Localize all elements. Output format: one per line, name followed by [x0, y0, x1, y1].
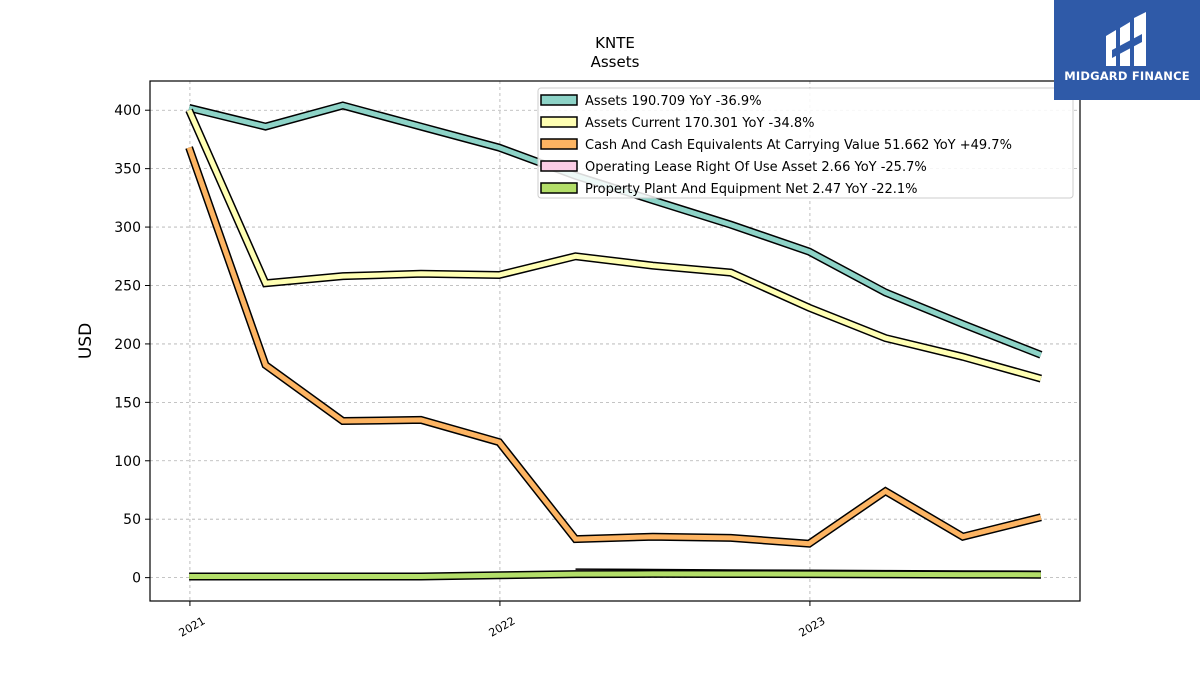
y-tick-label: 400 — [114, 103, 141, 119]
y-tick-label: 50 — [123, 512, 141, 528]
y-axis-label: USD — [76, 323, 96, 359]
legend-swatch — [540, 94, 578, 106]
y-tick-label: 300 — [114, 220, 141, 236]
x-tick-label: 2023 — [797, 614, 828, 639]
y-tick-label: 350 — [114, 162, 141, 178]
x-tick-label: 2022 — [487, 614, 518, 639]
y-tick-label: 200 — [114, 337, 141, 353]
y-axis: 0 50 100 150 200 250 300 350 400 — [114, 103, 150, 587]
series-lines — [185, 101, 1043, 581]
x-tick-label: 2021 — [177, 614, 208, 639]
legend-swatch — [540, 182, 578, 194]
x-axis: 2021 2022 2023 — [177, 601, 828, 640]
midgard-logo-icon — [1106, 12, 1146, 66]
legend-label: Operating Lease Right Of Use Asset 2.66 … — [585, 160, 927, 175]
plot-frame — [149, 80, 1081, 602]
brand-name: MIDGARD FINANCE — [1064, 69, 1190, 83]
y-tick-label: 250 — [114, 278, 141, 294]
legend-swatch — [540, 116, 578, 128]
legend-label: Assets Current 170.301 YoY -34.8% — [585, 116, 815, 131]
series-line-cash-and-cash-equivalents-at-carrying-value — [186, 146, 1042, 547]
legend-label: Cash And Cash Equivalents At Carrying Va… — [585, 138, 1012, 153]
series-line-assets-current — [186, 109, 1042, 382]
legend-box — [537, 87, 1074, 199]
chart-title: KNTE — [595, 34, 635, 52]
series-line-property-plant-and-equipment-net — [189, 571, 1041, 579]
chart-subtitle: Assets — [591, 53, 640, 71]
legend-swatch — [540, 138, 578, 150]
y-tick-label: 150 — [114, 395, 141, 411]
brand-logo: MIDGARD FINANCE — [1054, 0, 1200, 100]
y-tick-label: 100 — [114, 454, 141, 470]
legend: Assets 190.709 YoY -36.9% Assets Current … — [537, 87, 1074, 199]
legend-swatch — [540, 160, 578, 172]
y-tick-label: 0 — [132, 571, 141, 587]
legend-label: Property Plant And Equipment Net 2.47 Yo… — [585, 182, 918, 197]
legend-label: Assets 190.709 YoY -36.9% — [585, 94, 762, 109]
